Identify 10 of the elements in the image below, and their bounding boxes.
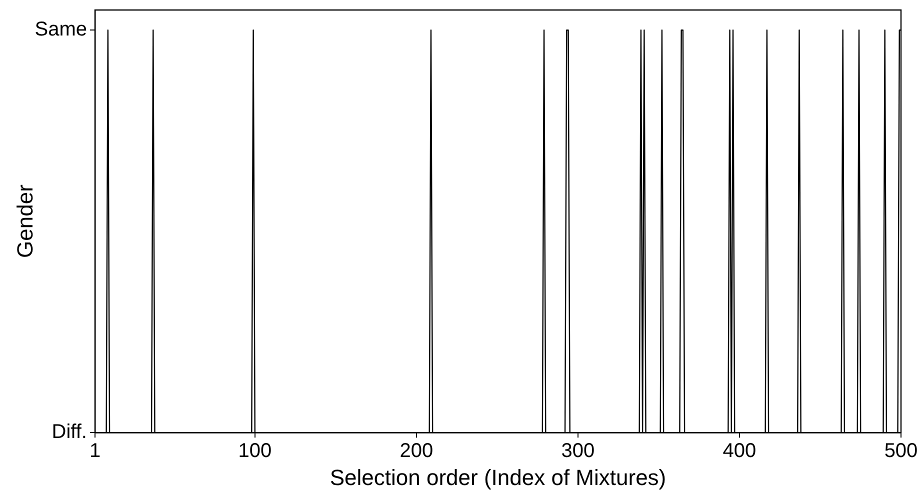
x-tick-label: 100 (238, 440, 272, 462)
x-tick-label: 500 (884, 440, 918, 462)
y-axis-title: Gender (12, 184, 38, 258)
x-axis-title: Selection order (Index of Mixtures) (330, 464, 666, 490)
x-tick-label: 400 (722, 440, 756, 462)
x-tick-label: 200 (400, 440, 434, 462)
x-tick-label: 1 (89, 440, 101, 462)
category-label: Same (34, 18, 87, 41)
x-tick-label: 300 (561, 440, 595, 462)
category-label: Diff. (52, 421, 87, 444)
